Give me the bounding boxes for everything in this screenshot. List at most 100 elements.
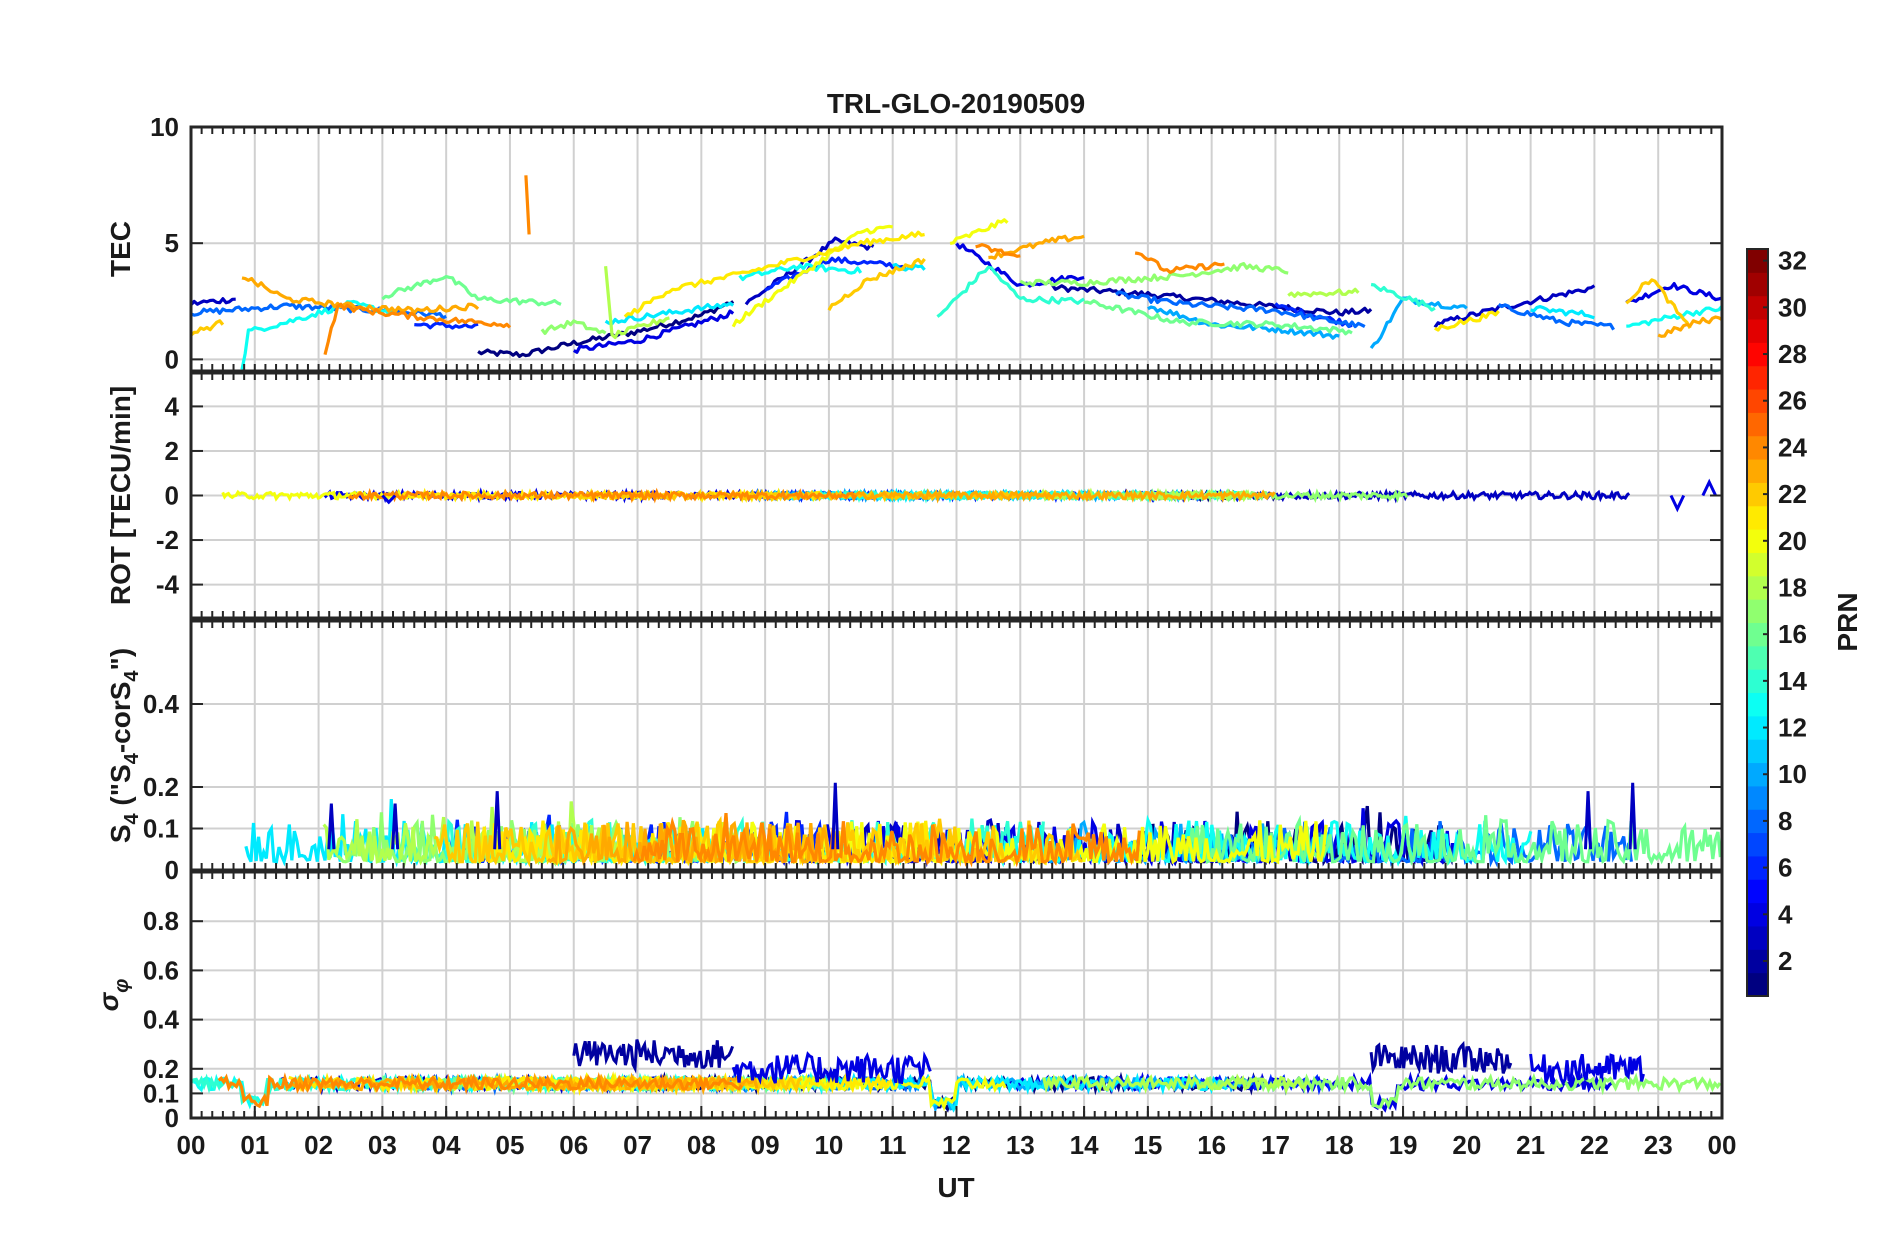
x-tick-label: 08 xyxy=(687,1130,716,1160)
x-axis: 00 01 02 03 04 05 06 07 08 09 10 11 12 13 14 15 16 17 18 19… xyxy=(177,1106,1737,1160)
y-tick-label: 0.2 xyxy=(143,772,179,802)
s4-peak xyxy=(1628,782,1637,850)
tec-line-prn-4 xyxy=(1625,282,1722,304)
colorbar-swatch xyxy=(1747,389,1768,413)
sigma-elevated-line xyxy=(1369,1040,1513,1075)
y-label-part: -corS xyxy=(105,682,136,754)
tec-line-prn-16 xyxy=(381,274,562,307)
panel-sigma-data xyxy=(191,1039,1722,1114)
tec-line-prn-21 xyxy=(623,230,925,318)
chart-title: TRL-GLO-20190509 xyxy=(827,88,1085,119)
sigma-elevated-line xyxy=(572,1039,735,1074)
colorbar-tick-label: 6 xyxy=(1778,853,1792,883)
colorbar-swatch xyxy=(1747,435,1768,460)
sigma-line-prn-24 xyxy=(217,1072,743,1109)
tec-line-prn-20 xyxy=(731,224,893,328)
tec-line-prn-13 xyxy=(1626,305,1722,328)
y-tick-label: 0.4 xyxy=(143,1005,180,1035)
colorbar-swatch xyxy=(1747,249,1768,273)
y-label-part: ("S xyxy=(105,764,136,813)
y-label-part: σ xyxy=(93,991,124,1011)
tec-line-prn-20 xyxy=(949,218,1009,245)
y-label-subscript: φ xyxy=(111,979,133,993)
tec-line-prn-21 xyxy=(1434,310,1500,332)
colorbar-swatch xyxy=(1747,342,1768,367)
colorbar-swatch xyxy=(1747,459,1768,483)
colorbar-tick-label: 22 xyxy=(1778,479,1807,509)
x-tick-label: 11 xyxy=(879,1130,907,1160)
x-tick-label: 00 xyxy=(177,1130,206,1160)
sigma-line-prn-18 xyxy=(1042,1072,1310,1096)
colorbar-tick-label: 18 xyxy=(1778,572,1807,602)
colorbar-tick-label: 8 xyxy=(1778,806,1792,836)
tec-line-prn-24 xyxy=(1134,251,1225,274)
x-tick-label: 22 xyxy=(1580,1130,1609,1160)
x-tick-label: 03 xyxy=(368,1130,397,1160)
tec-line-prn-4 xyxy=(955,242,1085,288)
tec-line-prn-4 xyxy=(572,309,735,354)
colorbar-swatch xyxy=(1747,505,1768,530)
tec-line-prn-24 xyxy=(323,302,512,355)
y-tick-label: 0.1 xyxy=(143,1078,179,1108)
x-tick-label: 04 xyxy=(432,1130,461,1160)
colorbar-tick-label: 2 xyxy=(1778,946,1792,976)
x-tick-label: 02 xyxy=(304,1130,333,1160)
x-tick-label: 00 xyxy=(1708,1130,1737,1160)
colorbar-tick-label: 14 xyxy=(1778,666,1807,696)
sigma-elevated-line xyxy=(731,1050,932,1085)
x-tick-label: 14 xyxy=(1070,1130,1099,1160)
tec-line-prn-8 xyxy=(1497,303,1615,331)
tec-line-prn-23 xyxy=(1657,315,1722,338)
colorbar-tick-label: 10 xyxy=(1778,759,1807,789)
y-axis-label: σφ xyxy=(93,979,133,1012)
colorbar-swatch xyxy=(1747,412,1768,437)
colorbar-frame xyxy=(1746,248,1769,997)
x-tick-label: 10 xyxy=(814,1130,843,1160)
tec-line-prn-14 xyxy=(936,265,1085,318)
y-tick-label: 0.6 xyxy=(143,955,179,985)
colorbar-swatch xyxy=(1747,832,1768,857)
colorbar-swatch xyxy=(1747,785,1768,810)
colorbar-swatch xyxy=(1747,809,1768,834)
tec-line-prn-22 xyxy=(191,319,225,337)
colorbar-swatch xyxy=(1747,529,1768,553)
x-tick-label: 12 xyxy=(942,1130,971,1160)
x-tick-label: 09 xyxy=(751,1130,780,1160)
colorbar-swatch xyxy=(1747,855,1768,880)
colorbar-swatch xyxy=(1747,622,1768,647)
x-tick-label: 06 xyxy=(559,1130,588,1160)
colorbar-swatch xyxy=(1747,949,1768,974)
rot-line-prn-23 xyxy=(852,488,1276,504)
x-tick-label: 13 xyxy=(1006,1130,1035,1160)
tec-line-prn-12 xyxy=(1530,305,1595,320)
colorbar-swatch xyxy=(1747,879,1768,904)
panel-tec: 0 5 10 TEC xyxy=(105,112,1724,374)
x-tick-label: 19 xyxy=(1389,1130,1418,1160)
sigma-elevated-line xyxy=(1529,1053,1645,1087)
tec-line-prn-10 xyxy=(1147,305,1340,340)
colorbar-swatch xyxy=(1747,365,1768,390)
y-tick-label: 5 xyxy=(165,228,179,258)
colorbar-swatch xyxy=(1747,925,1768,950)
panel-rot: -4 -2 0 2 4 ROT [TECU/min] xyxy=(105,371,1724,620)
colorbar-tick-label: 20 xyxy=(1778,526,1807,556)
colorbar-label: PRN xyxy=(1832,592,1863,651)
tec-line-prn-14 xyxy=(1370,282,1436,312)
s4-line-prn-24 xyxy=(632,812,1141,868)
panel-s4-data xyxy=(244,782,1722,868)
x-tick-label: 17 xyxy=(1261,1130,1290,1160)
tec-line-prn-3 xyxy=(191,297,236,306)
y-tick-label: 2 xyxy=(165,436,179,466)
s4-line-prn-18 xyxy=(322,801,619,866)
y-tick-label: 0.1 xyxy=(143,814,179,844)
colorbar-swatch xyxy=(1747,762,1768,787)
tec-line-prn-13 xyxy=(738,262,863,282)
panel-rot-data xyxy=(221,478,1717,513)
x-tick-label: 01 xyxy=(240,1130,269,1160)
colorbar-swatch xyxy=(1747,272,1768,297)
x-tick-label: 07 xyxy=(623,1130,652,1160)
s4-peak xyxy=(493,791,502,850)
tec-line-prn-24 xyxy=(524,175,531,235)
colorbar-swatch xyxy=(1747,902,1768,927)
